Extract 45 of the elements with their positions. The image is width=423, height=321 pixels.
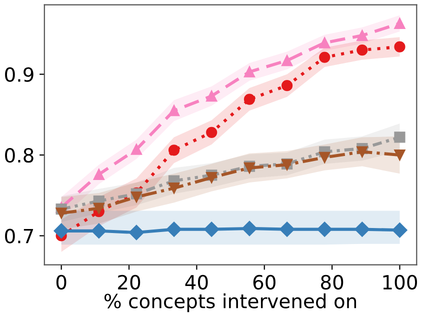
point xyxy=(319,152,330,163)
point xyxy=(319,37,330,48)
point xyxy=(317,222,332,237)
point xyxy=(281,80,293,92)
x-tick-label: 0 xyxy=(56,274,66,290)
point xyxy=(128,224,144,240)
point xyxy=(166,222,182,237)
y-tick-label: 0.8 xyxy=(5,148,34,163)
point xyxy=(206,126,218,138)
point xyxy=(394,18,406,29)
y-tick-label: 0.7 xyxy=(5,228,34,244)
point xyxy=(279,222,295,237)
x-tick-label: 60 xyxy=(253,274,276,290)
point xyxy=(394,149,406,161)
x-tick-label: 40 xyxy=(185,274,208,290)
point xyxy=(356,44,368,56)
point xyxy=(204,222,220,237)
point xyxy=(168,144,180,156)
point xyxy=(392,222,408,238)
point xyxy=(93,202,104,214)
x-axis-title: % concepts intervened on xyxy=(104,293,356,312)
point xyxy=(93,168,104,180)
x-tick-label: 80 xyxy=(321,274,344,290)
point xyxy=(356,30,368,42)
point xyxy=(91,223,106,238)
point xyxy=(130,144,142,155)
point xyxy=(319,52,330,63)
point xyxy=(244,94,256,105)
point xyxy=(281,54,293,66)
point xyxy=(206,172,218,184)
point xyxy=(394,132,406,143)
point xyxy=(242,220,258,236)
point xyxy=(356,146,368,158)
point xyxy=(56,208,67,219)
point xyxy=(54,223,69,238)
point xyxy=(168,105,180,116)
point xyxy=(130,191,142,203)
y-tick-label: 0.9 xyxy=(5,67,34,82)
point xyxy=(394,41,406,52)
x-tick-label: 100 xyxy=(383,274,417,290)
point xyxy=(244,66,256,78)
point xyxy=(354,222,370,237)
point xyxy=(168,182,180,194)
point xyxy=(206,90,218,102)
x-tick-label: 20 xyxy=(118,274,140,290)
